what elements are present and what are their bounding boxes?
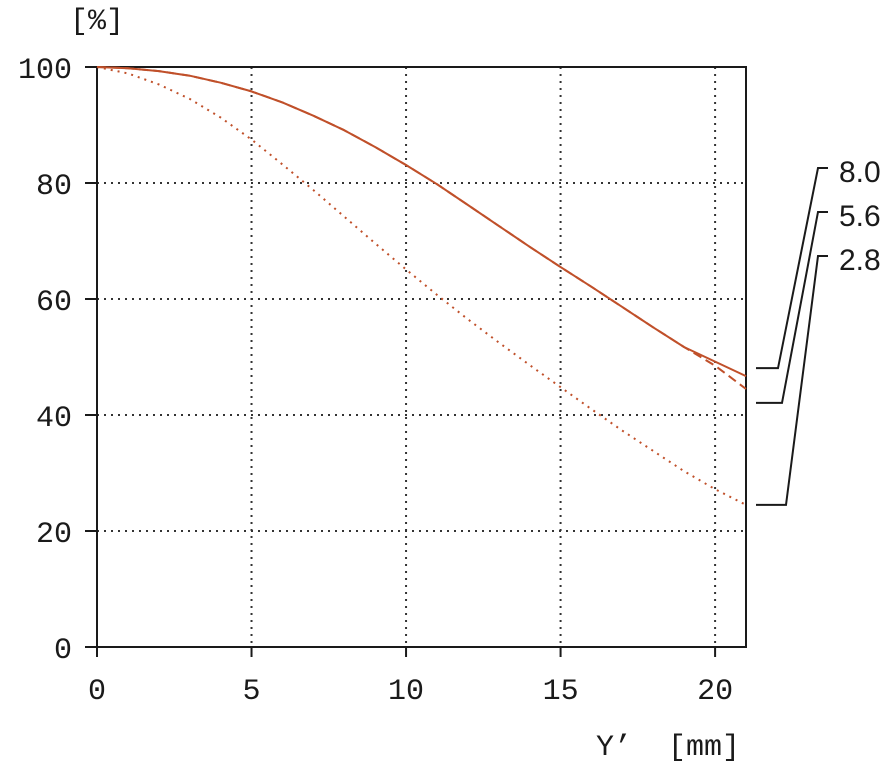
x-tick-label: 10 [388, 675, 424, 709]
y-tick-label: 0 [54, 634, 72, 668]
axis-ticks: 0 5 10 15 20 0 20 40 60 80 100 [18, 54, 733, 709]
y-axis-label: [%] [70, 5, 124, 39]
x-tick-label: 5 [243, 675, 261, 709]
series-lines [96, 66, 747, 506]
x-tick-label: 20 [697, 675, 733, 709]
series-line-8-0 [96, 66, 747, 378]
legend-leader [756, 255, 828, 506]
y-tick-label: 80 [36, 170, 72, 204]
legend: 8.0 5.6 2.8 [756, 156, 881, 506]
legend-label: 5.6 [839, 200, 881, 233]
x-tick-label: 15 [543, 675, 579, 709]
legend-label: 8.0 [839, 156, 881, 189]
legend-leader [756, 211, 828, 404]
series-line-2-8 [96, 66, 747, 506]
y-tick-label: 20 [36, 518, 72, 552]
plot-frame [96, 66, 747, 648]
x-axis-label: Y’ [mm] [596, 731, 740, 765]
legend-label: 2.8 [839, 244, 881, 277]
grid-lines [97, 67, 746, 647]
series-line-5-6 [96, 66, 747, 390]
x-tick-label: 0 [88, 675, 106, 709]
y-tick-label: 100 [18, 54, 72, 88]
y-tick-label: 40 [36, 402, 72, 436]
y-tick-label: 60 [36, 286, 72, 320]
legend-leader [756, 167, 828, 370]
